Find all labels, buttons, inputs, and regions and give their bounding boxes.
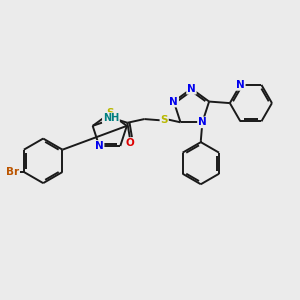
Text: N: N [198,117,207,127]
Text: O: O [125,138,134,148]
Text: S: S [106,109,113,118]
Text: N: N [169,97,178,106]
Text: NH: NH [103,113,119,123]
Text: N: N [95,141,103,151]
Text: Br: Br [6,167,19,177]
Text: N: N [187,84,196,94]
Text: S: S [160,115,168,125]
Text: N: N [236,80,245,90]
